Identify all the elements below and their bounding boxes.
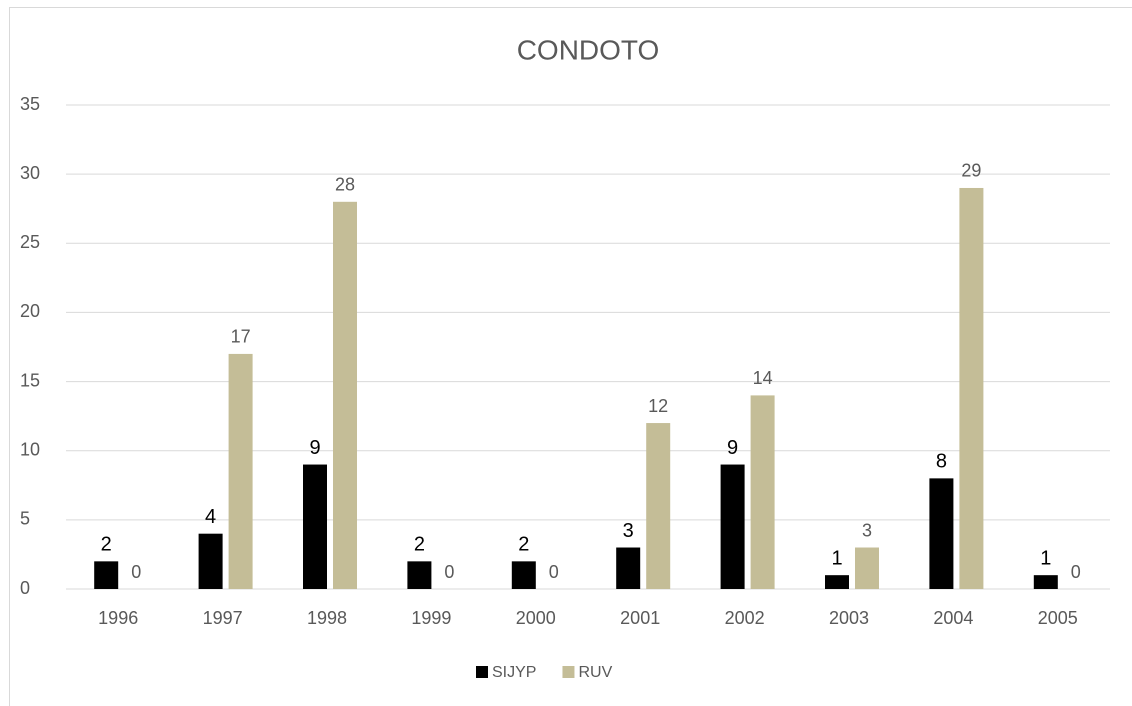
data-label: 1 [1040,547,1051,569]
data-label: 9 [309,437,320,459]
data-label: 28 [335,175,355,195]
x-tick-label: 1997 [203,608,243,628]
bar [1033,575,1058,589]
chart-frame [9,7,1132,706]
x-tick-label: 2002 [725,608,765,628]
bar [929,478,954,589]
bar [750,395,775,589]
x-tick-label: 1998 [307,608,347,628]
data-label: 0 [131,562,141,582]
data-label: 29 [961,161,981,181]
data-label: 2 [518,534,529,556]
bar [720,464,745,589]
y-tick-label: 25 [20,232,40,252]
bar [959,187,984,589]
bar [616,547,641,589]
data-label: 8 [936,451,947,473]
data-label: 0 [549,562,559,582]
legend-label: SIJYP [492,664,536,681]
bar [646,423,671,589]
y-tick-label: 0 [20,578,30,598]
chart-title: CONDOTO [517,34,660,65]
data-label: 9 [727,437,738,459]
bar [855,547,879,589]
data-label: 3 [862,520,872,540]
data-label: 3 [623,520,634,542]
bar [303,464,327,589]
bar [94,561,119,589]
x-tick-label: 2004 [933,608,973,628]
x-tick-label: 2000 [516,608,556,628]
bar [228,353,253,589]
bar [511,561,536,589]
legend-swatch [562,666,575,678]
y-tick-label: 5 [20,509,30,529]
bar [333,201,357,590]
bar [198,533,223,589]
data-label: 1 [831,547,842,569]
x-tick-label: 1996 [98,608,138,628]
y-tick-label: 20 [20,301,40,321]
data-label: 14 [753,368,773,388]
y-tick-label: 10 [20,439,40,459]
data-label: 12 [648,396,668,416]
x-tick-label: 2003 [829,608,869,628]
x-tick-label: 2001 [620,608,660,628]
legend-label: RUV [578,664,612,681]
data-label: 17 [231,327,251,347]
x-tick-label: 1999 [411,608,451,628]
data-label: 0 [444,562,454,582]
data-label: 4 [205,506,216,528]
data-label: 0 [1071,562,1081,582]
bar [407,561,432,589]
y-tick-label: 35 [20,94,40,114]
legend-swatch [476,666,488,678]
data-label: 2 [414,534,425,556]
bar [825,575,849,589]
y-tick-label: 30 [20,163,40,183]
y-tick-label: 15 [20,370,40,390]
x-tick-label: 2005 [1038,608,1078,628]
data-label: 2 [101,534,112,556]
